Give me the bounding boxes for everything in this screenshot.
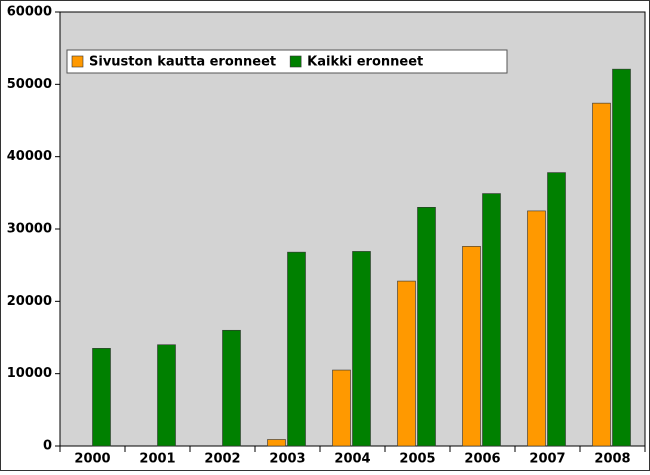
bar: [267, 439, 286, 447]
y-tick-label: 0: [43, 439, 52, 454]
legend-swatch: [289, 55, 302, 68]
bar: [92, 348, 111, 447]
x-tick-label: 2005: [399, 452, 435, 467]
x-tick-label: 2002: [204, 452, 240, 467]
x-tick-label: 2001: [139, 452, 175, 467]
y-tick-label: 40000: [7, 149, 52, 164]
bar: [352, 251, 371, 447]
bar: [462, 246, 481, 447]
x-tick-label: 2000: [74, 452, 110, 467]
y-tick-label: 10000: [7, 366, 52, 381]
x-tick-label: 2007: [529, 452, 565, 467]
bar: [547, 172, 566, 447]
x-tick-label: 2006: [464, 452, 500, 467]
x-tick-label: 2004: [334, 452, 370, 467]
y-tick-label: 60000: [7, 5, 52, 20]
bar: [482, 193, 501, 447]
y-tick-label: 30000: [7, 222, 52, 237]
bar: [332, 369, 351, 447]
legend-swatch: [71, 55, 84, 68]
x-tick-label: 2008: [594, 452, 630, 467]
legend-label: Sivuston kautta eronneet: [89, 55, 276, 70]
bar: [397, 280, 416, 447]
x-tick-label: 2003: [269, 452, 305, 467]
bar: [287, 251, 306, 447]
bar: [157, 344, 176, 447]
bar: [527, 210, 546, 447]
bar: [417, 207, 436, 447]
bar: [222, 329, 241, 447]
bar: [592, 102, 611, 447]
y-tick-label: 50000: [7, 77, 52, 92]
y-tick-label: 20000: [7, 294, 52, 309]
bar: [612, 68, 631, 447]
legend-box: [66, 49, 508, 74]
legend-label: Kaikki eronneet: [307, 55, 423, 70]
